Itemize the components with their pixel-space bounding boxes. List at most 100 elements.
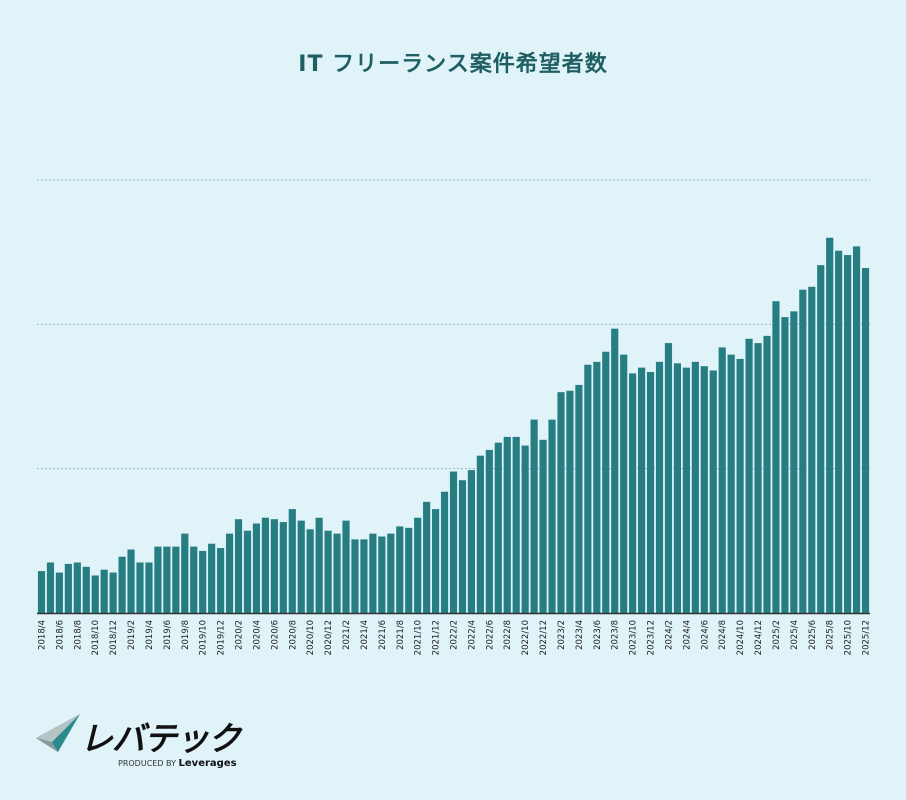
bar-2023-1 — [548, 419, 556, 613]
x-tick-label: 2024/2 — [664, 620, 674, 650]
bar-2018-8 — [73, 562, 81, 613]
bar-2018-7 — [64, 563, 72, 613]
bar-2021-4 — [360, 539, 368, 613]
bar-2025-9 — [835, 250, 843, 613]
x-tick-label: 2024/10 — [736, 620, 746, 655]
bar-2024-8 — [718, 347, 726, 613]
bar-2019-2 — [127, 549, 135, 613]
x-tick-label: 2019/2 — [127, 620, 137, 650]
x-tick-label: 2019/4 — [145, 620, 155, 650]
bar-2018-9 — [82, 566, 90, 613]
x-tick-label: 2023/6 — [593, 620, 603, 650]
bar-2018-12 — [109, 572, 117, 613]
bar-2019-3 — [136, 562, 144, 613]
bar-2019-6 — [163, 546, 171, 613]
bar-2021-11 — [423, 501, 431, 613]
bar-2025-10 — [844, 255, 852, 613]
bar-2024-3 — [673, 363, 682, 613]
x-tick-label: 2024/12 — [754, 620, 764, 655]
x-tick-label: 2024/4 — [682, 620, 692, 650]
bar-2023-9 — [620, 354, 628, 613]
x-tick-label: 2021/10 — [414, 620, 424, 655]
company-name: Leverages — [178, 758, 237, 769]
x-tick-label: 2023/4 — [575, 620, 585, 650]
x-tick-label: 2019/12 — [217, 620, 227, 655]
bar-2025-7 — [817, 265, 825, 613]
x-tick-label: 2018/4 — [37, 620, 47, 650]
bar-2018-5 — [46, 562, 55, 613]
x-tick-label: 2019/10 — [199, 620, 209, 655]
levtech-logo: レバテック PRODUCED BY Leverages — [34, 712, 254, 772]
bar-2024-10 — [736, 358, 744, 613]
x-tick-label: 2021/6 — [378, 620, 388, 650]
bar-2021-12 — [432, 509, 440, 613]
bar-2023-4 — [575, 384, 583, 613]
x-tick-label: 2020/6 — [270, 620, 280, 650]
bar-2019-10 — [199, 550, 207, 613]
x-tick-labels: 2018/4 2018/6 2018/8 2018/10 2018/12 2019/2 20… — [37, 620, 871, 655]
bar-2022-3 — [458, 480, 467, 613]
bar-2019-11 — [208, 543, 216, 613]
bar-2024-5 — [691, 361, 699, 613]
bar-2020-11 — [315, 517, 323, 613]
x-tick-label: 2023/8 — [611, 620, 621, 650]
x-tick-label: 2021/2 — [342, 620, 352, 650]
x-tick-label: 2023/12 — [647, 620, 657, 655]
bar-2019-8 — [181, 533, 189, 613]
x-tick-label: 2020/4 — [252, 620, 262, 650]
bar-2022-10 — [521, 445, 529, 613]
x-tick-label: 2022/12 — [539, 620, 549, 655]
bar-2024-11 — [745, 338, 753, 613]
x-tick-label: 2020/8 — [288, 620, 298, 650]
x-tick-label: 2020/10 — [306, 620, 316, 655]
x-tick-label: 2021/8 — [396, 620, 406, 650]
bar-2024-12 — [754, 343, 762, 613]
bar-2019-4 — [145, 562, 153, 613]
x-tick-label: 2022/8 — [503, 620, 513, 650]
bar-2020-12 — [324, 530, 332, 613]
bar-2022-9 — [512, 436, 520, 613]
bar-2022-11 — [530, 419, 538, 613]
bar-2022-4 — [467, 470, 475, 613]
bar-2025-11 — [852, 246, 861, 614]
x-tick-label: 2025/2 — [772, 620, 782, 650]
logo-brand-text: レバテック — [80, 719, 241, 758]
bar-2023-12 — [646, 371, 655, 613]
x-tick-label: 2019/6 — [163, 620, 173, 650]
bar-2025-5 — [799, 289, 807, 613]
bar-2019-5 — [154, 546, 162, 613]
bar-2022-7 — [494, 442, 502, 613]
bar-2019-1 — [118, 556, 126, 613]
bar-2021-7 — [387, 533, 395, 613]
bar-2020-4 — [252, 523, 261, 613]
x-tick-label: 2023/10 — [629, 620, 639, 655]
bar-2021-10 — [414, 517, 422, 613]
bar-2023-11 — [638, 367, 646, 613]
bar-2019-9 — [190, 546, 198, 613]
bar-2024-1 — [655, 361, 664, 613]
bar-2018-11 — [100, 569, 108, 613]
x-tick-label: 2025/10 — [844, 620, 854, 655]
x-tick-label: 2024/6 — [700, 620, 710, 650]
logo-produced-by: PRODUCED BY Leverages — [118, 758, 237, 769]
x-tick-label: 2022/10 — [521, 620, 531, 655]
x-tick-label: 2018/12 — [109, 620, 119, 655]
gridlines — [37, 179, 870, 470]
bar-2022-2 — [449, 471, 458, 613]
x-tick-label: 2019/8 — [181, 620, 191, 650]
bar-2024-4 — [682, 367, 690, 613]
bar-2025-1 — [763, 335, 771, 613]
bar-2025-4 — [790, 311, 798, 613]
bar-2022-1 — [440, 491, 449, 613]
paper-plane-logo-icon — [36, 714, 80, 752]
x-tick-label: 2021/12 — [432, 620, 442, 655]
bar-2022-6 — [485, 449, 493, 613]
x-tick-label: 2018/8 — [73, 620, 83, 650]
bar-2023-7 — [602, 351, 610, 613]
bars — [37, 237, 870, 614]
bar-2025-3 — [781, 317, 789, 613]
bar-chart: 2018/4 2018/6 2018/8 2018/10 2018/12 2019/2 20… — [37, 179, 872, 655]
bar-2024-2 — [664, 343, 673, 613]
x-tick-label: 2025/6 — [808, 620, 818, 650]
x-tick-label: 2023/2 — [557, 620, 567, 650]
